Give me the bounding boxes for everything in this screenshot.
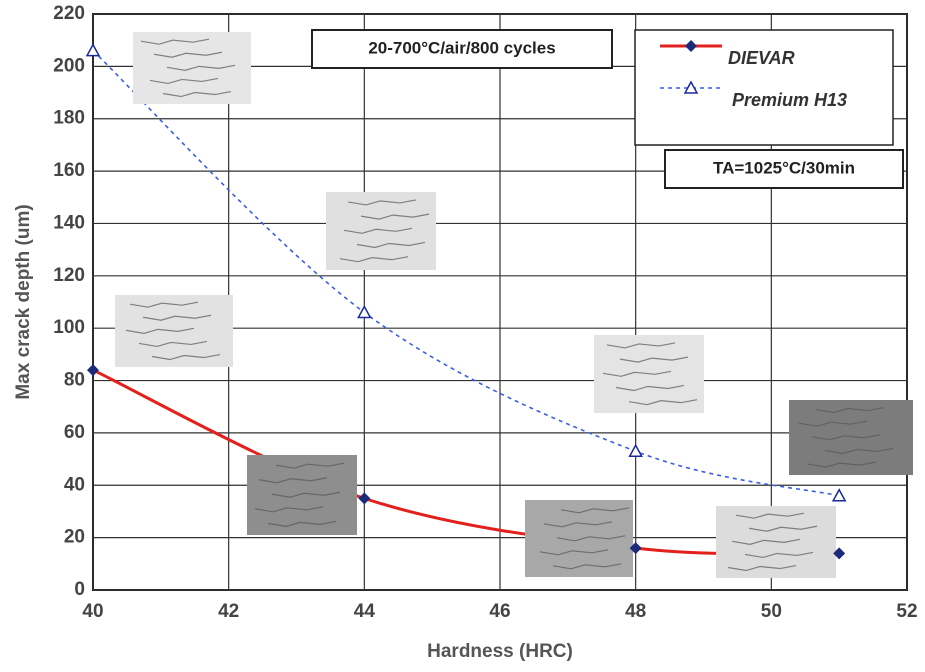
- y-tick-label: 180: [53, 108, 85, 129]
- x-tick-label: 48: [625, 601, 646, 622]
- legend-label: DIEVAR: [728, 48, 795, 68]
- chart: 20-700°C/air/800 cycles TA=1025°C/30min …: [0, 0, 925, 667]
- x-tick-label: 40: [82, 601, 103, 622]
- y-tick-label: 20: [64, 527, 85, 548]
- y-axis-title: Max crack depth (um): [13, 204, 34, 399]
- annotation: 20-700°C/air/800 cycles: [368, 38, 555, 57]
- legend: DIEVAR Premium H13: [635, 30, 893, 145]
- x-tick-label: 44: [354, 601, 376, 622]
- y-tick-label: 160: [53, 160, 85, 181]
- y-tick-label: 80: [64, 370, 85, 391]
- x-tick-label: 52: [896, 601, 917, 622]
- x-tick-label: 42: [218, 601, 239, 622]
- y-tick-label: 40: [64, 474, 85, 495]
- x-tick-label: 50: [761, 601, 782, 622]
- y-tick-label: 60: [64, 422, 85, 443]
- x-axis-title: Hardness (HRC): [427, 641, 573, 662]
- y-tick-label: 200: [53, 55, 85, 76]
- y-tick-label: 100: [53, 317, 85, 338]
- y-tick-label: 140: [53, 212, 85, 233]
- legend-label: Premium H13: [732, 90, 847, 110]
- y-tick-label: 120: [53, 265, 85, 286]
- x-tick-label: 46: [489, 601, 510, 622]
- annotation: TA=1025°C/30min: [713, 158, 855, 177]
- y-tick-label: 0: [74, 579, 85, 600]
- y-tick-label: 220: [53, 3, 85, 24]
- micrograph: [525, 500, 633, 577]
